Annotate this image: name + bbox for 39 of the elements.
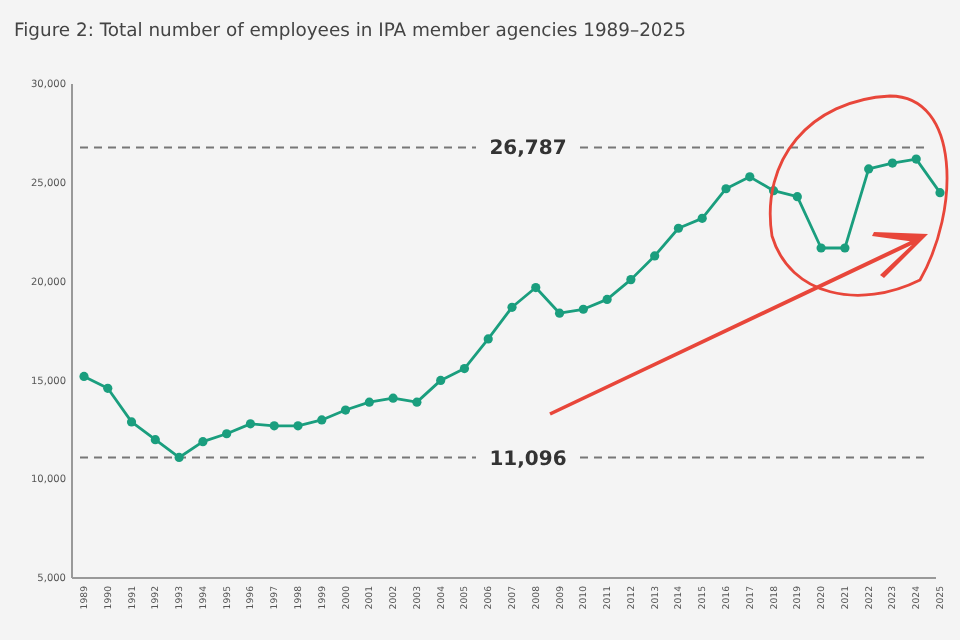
point: [673, 223, 684, 233]
point: [103, 383, 113, 393]
point: [745, 172, 755, 182]
point: [79, 371, 89, 382]
point: [602, 294, 612, 304]
point: [340, 405, 351, 415]
point: [840, 243, 850, 253]
point: [269, 421, 279, 431]
chart-title: Figure 2: Total number of employees in IPA member agencies 1989–2025: [14, 20, 687, 42]
point: [792, 192, 802, 202]
point: [412, 397, 422, 407]
ref-line-label: 11,096: [489, 448, 567, 471]
point: [507, 302, 517, 312]
point: [150, 435, 160, 445]
point: [174, 452, 184, 463]
point: [245, 419, 256, 429]
point: [626, 275, 636, 285]
point: [317, 415, 327, 425]
point: [293, 421, 303, 431]
point: [650, 251, 660, 261]
point: [531, 282, 541, 293]
point: [388, 393, 398, 403]
point: [887, 158, 898, 168]
point: [911, 154, 921, 164]
point: [364, 397, 374, 407]
point: [816, 243, 826, 253]
point: [935, 188, 945, 198]
point: [436, 375, 446, 385]
point: [578, 304, 588, 314]
point: [222, 429, 232, 439]
point: [554, 308, 565, 318]
point: [864, 164, 874, 174]
point: [483, 334, 493, 344]
ref-line-label: 26,787: [489, 138, 567, 161]
point: [126, 417, 137, 427]
point: [459, 363, 470, 374]
point: [721, 184, 731, 194]
point: [697, 213, 707, 223]
point: [198, 437, 208, 447]
